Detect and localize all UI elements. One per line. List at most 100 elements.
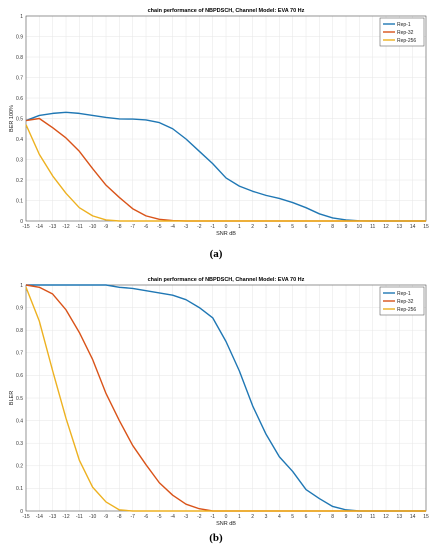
- x-tick-label: -3: [184, 224, 189, 230]
- x-tick-label: 11: [370, 514, 375, 520]
- y-tick-label: 1: [20, 14, 23, 20]
- y-tick-label: 0.6: [16, 96, 23, 102]
- legend-entry: Rep-256: [397, 38, 416, 44]
- legend-entry: Rep-1: [397, 291, 411, 297]
- x-tick-label: 9: [345, 514, 348, 520]
- legend-entry: Rep-1: [397, 22, 411, 28]
- x-tick-label: 11: [370, 224, 375, 230]
- x-tick-label: 3: [265, 514, 268, 520]
- x-tick-label: 10: [357, 514, 363, 520]
- x-tick-label: 3: [265, 224, 268, 230]
- x-tick-label: -5: [157, 224, 162, 230]
- x-tick-label: 13: [397, 514, 403, 520]
- y-axis-label: BER 100%: [9, 105, 15, 132]
- y-tick-label: 0.8: [16, 55, 23, 61]
- x-tick-label: -7: [130, 224, 135, 230]
- x-tick-label: -8: [117, 514, 122, 520]
- legend-entry: Rep-32: [397, 30, 414, 36]
- x-tick-label: -13: [49, 514, 56, 520]
- x-tick-label: -6: [144, 224, 149, 230]
- x-axis-label: SNR dB: [216, 521, 236, 527]
- x-tick-label: -13: [49, 224, 56, 230]
- x-tick-label: 4: [278, 514, 281, 520]
- y-tick-label: 0.3: [16, 157, 23, 163]
- x-tick-label: -11: [76, 514, 83, 520]
- panel-caption: (b): [209, 532, 223, 544]
- x-tick-label: -2: [197, 514, 202, 520]
- x-tick-label: 14: [410, 224, 416, 230]
- legend: Rep-1 Rep-32 Rep-256: [379, 17, 425, 47]
- x-tick-label: 2: [251, 514, 254, 520]
- x-tick-label: 2: [251, 224, 254, 230]
- x-tick-label: -7: [130, 514, 135, 520]
- x-tick-label: -11: [76, 224, 83, 230]
- series-line-rep-256: [25, 124, 426, 222]
- x-tick-label: -4: [170, 224, 175, 230]
- x-tick-label: 15: [423, 514, 429, 520]
- x-tick-label: 12: [383, 514, 389, 520]
- series-line-rep-256: [25, 287, 426, 512]
- y-tick-label: 0.1: [16, 198, 23, 204]
- legend: Rep-1 Rep-32 Rep-256: [379, 286, 425, 316]
- y-tick-label: 0.3: [16, 441, 23, 447]
- legend-entry: Rep-256: [397, 307, 416, 313]
- y-tick-label: 0.7: [16, 75, 23, 81]
- x-axis-label: SNR dB: [216, 231, 236, 237]
- x-tick-label: -15: [22, 514, 29, 520]
- x-tick-label: -14: [36, 514, 43, 520]
- y-tick-label: 0.1: [16, 486, 23, 492]
- x-tick-label: -4: [170, 514, 175, 520]
- x-tick-label: 4: [278, 224, 281, 230]
- x-tick-label: -10: [89, 224, 96, 230]
- x-tick-label: 10: [357, 224, 363, 230]
- x-tick-label: 6: [305, 224, 308, 230]
- x-tick-label: -12: [62, 514, 69, 520]
- x-tick-label: -8: [117, 224, 122, 230]
- x-tick-label: 8: [331, 514, 334, 520]
- x-tick-label: -9: [104, 224, 109, 230]
- x-tick-label: 14: [410, 514, 416, 520]
- y-tick-label: 0.9: [16, 305, 23, 311]
- x-tick-label: -12: [62, 224, 69, 230]
- x-tick-label: 1: [238, 224, 241, 230]
- chart-title: chain performance of NBPDSCH, Channel Mo…: [148, 8, 305, 14]
- x-tick-label: -15: [22, 224, 29, 230]
- chart-title: chain performance of NBPDSCH, Channel Mo…: [148, 277, 305, 283]
- y-tick-label: 0.8: [16, 328, 23, 334]
- x-tick-label: 7: [318, 224, 321, 230]
- y-tick-label: 0.6: [16, 373, 23, 379]
- y-tick-label: 0.4: [16, 418, 23, 424]
- x-tick-label: 13: [397, 224, 403, 230]
- chart-panel-a: -15 -14 -13 -12 -11 -10 -9 -8 -7 -6 -5 -4 -3 -2 -1 0 1 2 3…: [9, 8, 429, 260]
- x-tick-label: 0: [225, 224, 228, 230]
- x-tick-label: -1: [210, 224, 215, 230]
- x-tick-label: -14: [36, 224, 43, 230]
- x-tick-label: -1: [210, 514, 215, 520]
- y-tick-label: 0: [20, 509, 23, 515]
- x-tick-label: -9: [104, 514, 109, 520]
- y-tick-label: 0.9: [16, 34, 23, 40]
- legend-entry: Rep-32: [397, 299, 414, 305]
- x-tick-label: 12: [383, 224, 389, 230]
- x-tick-label: -5: [157, 514, 162, 520]
- x-tick-label: 5: [291, 514, 294, 520]
- y-tick-label: 0.5: [16, 116, 23, 122]
- x-tick-label: -6: [144, 514, 149, 520]
- x-tick-label: 15: [423, 224, 429, 230]
- x-tick-label: 1: [238, 514, 241, 520]
- x-tick-label: 8: [331, 224, 334, 230]
- x-tick-label: 5: [291, 224, 294, 230]
- y-tick-label: 0.2: [16, 178, 23, 184]
- x-tick-label: -10: [89, 514, 96, 520]
- x-tick-label: -3: [184, 514, 189, 520]
- x-tick-label: 0: [225, 514, 228, 520]
- y-tick-label: 0.4: [16, 137, 23, 143]
- x-tick-label: -2: [197, 224, 202, 230]
- y-tick-label: 0.7: [16, 351, 23, 357]
- y-tick-label: 0: [20, 219, 23, 225]
- x-tick-label: 9: [345, 224, 348, 230]
- y-tick-label: 1: [20, 283, 23, 289]
- y-tick-label: 0.2: [16, 464, 23, 470]
- x-tick-label: 6: [305, 514, 308, 520]
